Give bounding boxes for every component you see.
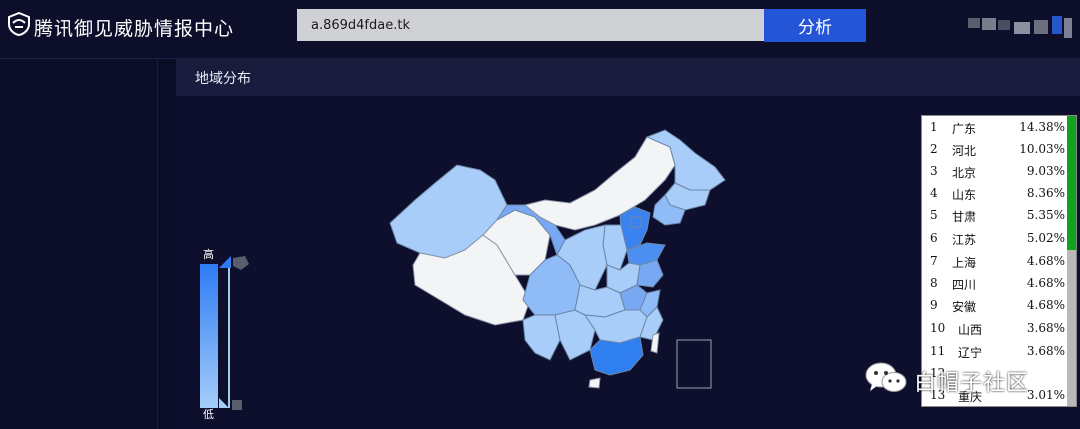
wechat-icon xyxy=(865,362,907,392)
province-percent: 8.36% xyxy=(1026,186,1065,200)
province-percent: 3.68% xyxy=(1026,321,1065,335)
ranking-row: 5 甘肃 5.35% xyxy=(922,204,1065,226)
rank-index: 12 xyxy=(930,366,946,380)
sidebar xyxy=(0,59,158,429)
top-bar: 腾讯御见威胁情报中心 分析 xyxy=(0,0,1080,59)
rank-index: 13 xyxy=(930,388,946,402)
province-percent: 10.03% xyxy=(1019,142,1065,156)
province-name: 四川 xyxy=(952,278,977,292)
south-china-sea-inset xyxy=(676,339,712,389)
province-percent: 9.03% xyxy=(1026,164,1065,178)
region-inner-mongolia xyxy=(523,132,676,231)
ranking-row: 2 河北 10.03% xyxy=(922,138,1065,160)
province-percent: 4.68% xyxy=(1026,276,1065,290)
panel-header: 地域分布 xyxy=(176,59,1080,96)
province-name: 重庆 xyxy=(958,390,983,404)
rank-index: 1 xyxy=(930,120,938,134)
legend-low-label: 低 xyxy=(203,408,214,421)
province-name: 山西 xyxy=(958,323,983,337)
china-map[interactable] xyxy=(385,125,735,395)
panel-title: 地域分布 xyxy=(195,71,251,87)
province-percent: 14.38% xyxy=(1019,120,1065,134)
province-name: 山东 xyxy=(952,188,977,202)
ranking-row: 9 安徽 4.68% xyxy=(922,294,1065,316)
region-liaoning xyxy=(652,194,686,226)
legend-high-label: 高 xyxy=(203,248,214,261)
region-guizhou-guangxi xyxy=(554,309,596,361)
watermark-text: 白帽子社区 xyxy=(914,371,1030,396)
ranking-row: 10 山西 3.68% xyxy=(922,317,1065,339)
ranking-row: 7 上海 4.68% xyxy=(922,250,1065,272)
province-name: 安徽 xyxy=(952,300,977,314)
province-name: 广东 xyxy=(952,122,977,136)
region-fujian xyxy=(639,306,664,341)
province-name: 上海 xyxy=(952,256,977,270)
province-percent: 3.68% xyxy=(1026,344,1065,358)
ranking-row: 12 xyxy=(922,362,1065,384)
shield-eye-icon xyxy=(8,12,30,36)
search-input[interactable] xyxy=(297,9,764,41)
province-percent: 4.68% xyxy=(1026,298,1065,312)
region-jiangsu xyxy=(636,259,664,288)
ranking-scrollbar[interactable] xyxy=(1067,116,1076,406)
rank-index: 3 xyxy=(930,164,938,178)
analyze-button[interactable]: 分析 xyxy=(764,9,866,42)
avatar-icon[interactable] xyxy=(968,14,1074,40)
region-tibet xyxy=(412,234,531,326)
legend-bottom-handle-icon[interactable] xyxy=(219,396,245,412)
province-percent: 5.02% xyxy=(1026,231,1065,245)
region-heilongjiang xyxy=(645,129,726,191)
rank-index: 5 xyxy=(930,208,938,222)
ranking-row: 3 北京 9.03% xyxy=(922,160,1065,182)
legend-top-handle-icon[interactable] xyxy=(219,254,251,274)
province-percent: 5.35% xyxy=(1026,208,1065,222)
province-name: 江苏 xyxy=(952,233,977,247)
rank-index: 9 xyxy=(930,298,938,312)
province-name: 甘肃 xyxy=(952,210,977,224)
ranking-scrollbar-thumb[interactable] xyxy=(1067,116,1076,250)
ranking-row: 4 山东 8.36% xyxy=(922,182,1065,204)
province-name: 北京 xyxy=(952,166,977,180)
ranking-row: 13 重庆 3.01% xyxy=(922,384,1065,406)
ranking-row: 1 广东 14.38% xyxy=(922,116,1065,138)
legend-gradient-bar[interactable] xyxy=(200,264,218,408)
rank-index: 6 xyxy=(930,231,938,245)
rank-index: 7 xyxy=(930,254,938,268)
rank-index: 10 xyxy=(930,321,946,335)
ranking-row: 11 辽宁 3.68% xyxy=(922,340,1065,362)
province-name: 河北 xyxy=(952,144,977,158)
region-yunnan xyxy=(522,314,561,361)
province-percent: 4.68% xyxy=(1026,254,1065,268)
ranking-row: 6 江苏 5.02% xyxy=(922,227,1065,249)
province-name: 辽宁 xyxy=(958,346,983,360)
region-taiwan xyxy=(650,332,660,354)
rank-index: 8 xyxy=(930,276,938,290)
app-title: 腾讯御见威胁情报中心 xyxy=(34,18,235,40)
rank-index: 4 xyxy=(930,186,938,200)
region-beijing xyxy=(630,216,642,228)
rank-index: 2 xyxy=(930,142,938,156)
province-percent: 3.01% xyxy=(1026,388,1065,402)
legend-range-track[interactable] xyxy=(218,264,230,408)
ranking-row: 8 四川 4.68% xyxy=(922,272,1065,294)
region-guangdong xyxy=(589,336,644,376)
region-hainan xyxy=(588,377,601,389)
rank-index: 11 xyxy=(930,344,946,358)
